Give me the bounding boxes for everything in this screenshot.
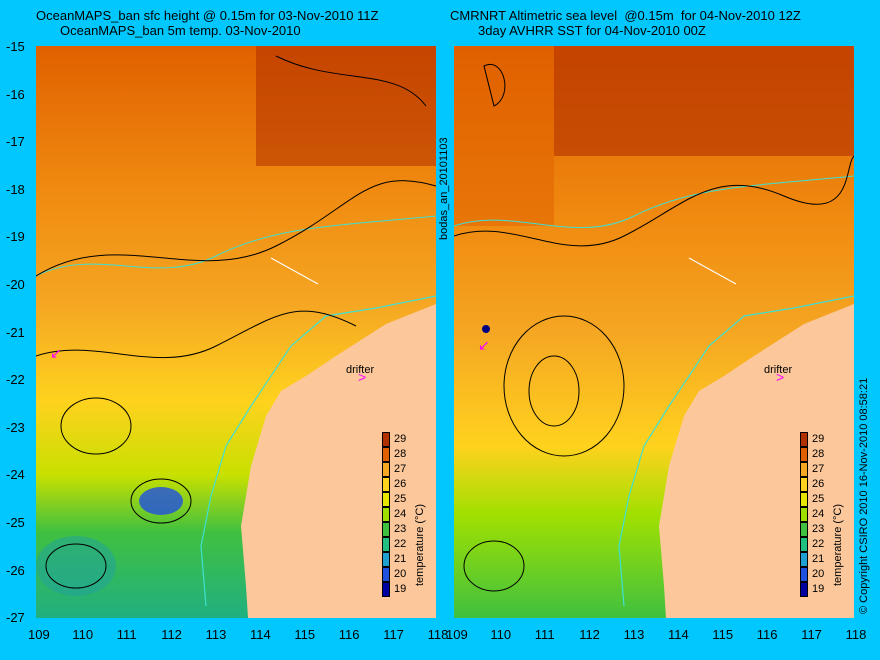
colorbar-swatch — [382, 432, 390, 447]
lon-tick-label: 111 — [534, 627, 555, 642]
lon-tick-label: 114 — [668, 627, 689, 642]
colorbar-segments — [800, 432, 808, 597]
colorbar-swatch — [382, 492, 390, 507]
colorbar-swatch — [800, 447, 808, 462]
lat-tick-label: -24 — [6, 467, 25, 483]
colorbar-tick: 26 — [812, 478, 825, 490]
drifter-arrow-icon: > — [776, 369, 784, 385]
lat-tick-label: -26 — [6, 562, 25, 578]
run-id-label: bodas_an_20101103 — [438, 137, 450, 240]
left-title-line1: OceanMAPS_ban sfc height @ 0.15m for 03-… — [36, 8, 379, 23]
lon-tick-label: 115 — [294, 627, 316, 642]
drifter-label: drifter — [764, 364, 793, 376]
lat-tick-label: -23 — [6, 419, 25, 435]
colorbar-swatch — [800, 462, 808, 477]
lon-tick-label: 113 — [205, 627, 227, 642]
lat-tick-label: -21 — [6, 324, 25, 340]
colorbar-swatch — [800, 537, 808, 552]
colorbar — [382, 432, 390, 597]
lon-tick-label: 109 — [28, 627, 50, 642]
colorbar-tick: 25 — [812, 493, 825, 505]
lat-tick-label: -17 — [6, 134, 25, 150]
colorbar-swatch — [800, 432, 808, 447]
drifter-arrow-icon: ↙ — [50, 345, 62, 361]
colorbar-tick: 20 — [812, 568, 825, 580]
colorbar-swatch — [382, 552, 390, 567]
colorbar-segments — [382, 432, 390, 597]
colorbar-tick: 27 — [812, 463, 825, 475]
lon-tick-label: 110 — [72, 627, 94, 642]
right-title-line1: CMRNRT Altimetric sea level @0.15m for 0… — [450, 8, 801, 23]
colorbar-swatch — [800, 582, 808, 597]
drifter-arrow-icon: > — [358, 369, 366, 385]
colorbar-swatch — [382, 507, 390, 522]
lat-tick-label: -27 — [6, 610, 25, 626]
lon-tick-label: 109 — [446, 627, 468, 642]
colorbar-swatch — [800, 492, 808, 507]
lon-tick-label: 117 — [801, 627, 822, 642]
lat-tick-label: -19 — [6, 229, 25, 245]
right-map-panel: > ↙ drifter temperature (°C) 29 28 27 26 25 2… — [454, 46, 854, 618]
left-title-line2: OceanMAPS_ban 5m temp. 03-Nov-2010 — [60, 23, 301, 38]
lon-tick-label: 116 — [338, 627, 360, 642]
lon-tick-label: 118 — [427, 627, 449, 642]
lon-tick-label: 114 — [250, 627, 271, 642]
lon-tick-label: 118 — [845, 627, 867, 642]
colorbar-tick: 26 — [394, 478, 407, 490]
colorbar-tick: 29 — [812, 433, 825, 445]
colorbar-tick: 27 — [394, 463, 407, 475]
lat-tick-label: -20 — [6, 277, 25, 292]
colorbar-tick: 21 — [394, 553, 407, 565]
lat-tick-label: -15 — [6, 39, 25, 54]
colorbar-tick: 20 — [394, 568, 407, 580]
colorbar-swatch — [382, 462, 390, 477]
lon-tick-label: 111 — [116, 627, 137, 642]
colorbar-tick: 23 — [812, 523, 825, 535]
colorbar-title: temperature (°C) — [832, 503, 844, 586]
lon-tick-label: 113 — [623, 627, 645, 642]
lon-tick-label: 115 — [712, 627, 734, 642]
colorbar-swatch — [382, 447, 390, 462]
colorbar-title: temperature (°C) — [414, 503, 426, 586]
colorbar-swatch — [382, 567, 390, 582]
colorbar-tick: 24 — [812, 508, 825, 520]
colorbar-swatch — [382, 522, 390, 537]
colorbar-tick: 22 — [394, 538, 407, 550]
drifter-arrow-icon: ↙ — [478, 337, 490, 353]
copyright-label: © Copyright CSIRO 2010 16-Nov-2010 08:58… — [858, 377, 870, 614]
colorbar-swatch — [800, 552, 808, 567]
left-map-panel: > ↙ drifter temperature (°C) 29 28 27 26 25 2… — [36, 46, 436, 618]
colorbar-tick: 21 — [812, 553, 825, 565]
lat-tick-label: -16 — [6, 86, 25, 102]
lat-tick-label: -25 — [6, 515, 25, 530]
lat-tick-label: -18 — [6, 181, 25, 197]
colorbar-swatch — [800, 477, 808, 492]
colorbar-tick: 25 — [394, 493, 407, 505]
colorbar-tick: 28 — [394, 448, 407, 460]
colorbar-tick: 19 — [812, 583, 825, 595]
right-title-line2: 3day AVHRR SST for 04-Nov-2010 00Z — [478, 23, 706, 38]
lon-tick-label: 117 — [383, 627, 404, 642]
colorbar-tick: 24 — [394, 508, 407, 520]
drifter-label: drifter — [346, 364, 375, 376]
colorbar-swatch — [382, 537, 390, 552]
colorbar — [800, 432, 808, 597]
colorbar-tick: 19 — [394, 583, 407, 595]
lon-tick-label: 112 — [579, 627, 600, 642]
colorbar-tick: 23 — [394, 523, 407, 535]
colorbar-tick: 28 — [812, 448, 825, 460]
colorbar-tick: 29 — [394, 433, 407, 445]
colorbar-swatch — [800, 522, 808, 537]
lon-tick-label: 110 — [490, 627, 512, 642]
colorbar-swatch — [382, 582, 390, 597]
lat-tick-label: -22 — [6, 372, 25, 388]
lon-tick-label: 116 — [756, 627, 778, 642]
colorbar-swatch — [382, 477, 390, 492]
colorbar-swatch — [800, 507, 808, 522]
lon-tick-label: 112 — [161, 627, 182, 642]
colorbar-tick: 22 — [812, 538, 825, 550]
colorbar-swatch — [800, 567, 808, 582]
